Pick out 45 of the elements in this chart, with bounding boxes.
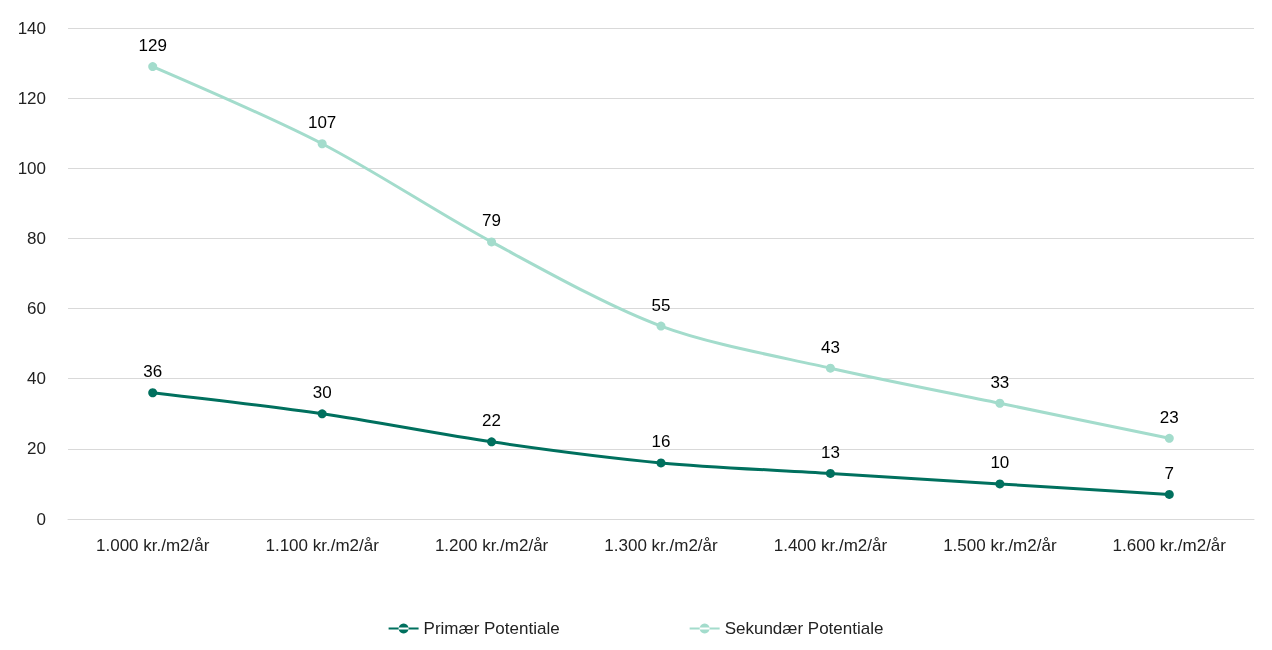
y-tick-label: 20 [27, 439, 46, 459]
x-tick-label: 1.100 kr./m2/år [265, 536, 380, 555]
legend-label: Primær Potentiale [423, 619, 560, 638]
y-tick-label: 100 [17, 158, 46, 178]
data-label: 129 [138, 36, 167, 56]
data-label: 107 [307, 113, 337, 133]
point [656, 458, 666, 468]
data-label: 30 [312, 383, 332, 403]
y-tick-label: 40 [27, 369, 46, 389]
y-tick-label: 80 [27, 228, 46, 248]
data-label: 79 [482, 211, 502, 231]
point [656, 321, 666, 331]
point [825, 363, 835, 373]
point [995, 479, 1005, 489]
data-label: 33 [990, 372, 1010, 392]
legend-label: Sekundær Potentiale [724, 619, 884, 638]
x-tick-label: 1.600 kr./m2/år [1112, 536, 1227, 555]
point [1164, 489, 1174, 499]
y-tick-label: 0 [36, 509, 46, 529]
point [317, 409, 327, 419]
x-tick-label: 1.000 kr./m2/år [96, 536, 210, 555]
point [825, 468, 835, 478]
x-tick-label: 1.400 kr./m2/år [773, 536, 888, 555]
data-label: 10 [990, 453, 1010, 473]
point [148, 388, 158, 398]
data-label: 7 [1164, 463, 1175, 483]
y-tick-label: 60 [27, 299, 46, 319]
data-label: 55 [651, 295, 671, 315]
y-tick-label: 120 [17, 88, 46, 108]
data-label: 43 [820, 337, 840, 357]
point [317, 139, 327, 149]
y-tick-label: 140 [17, 18, 46, 38]
x-tick-label: 1.500 kr./m2/år [943, 536, 1057, 555]
point [1164, 433, 1174, 443]
data-label: 36 [143, 362, 163, 382]
x-tick-label: 1.300 kr./m2/år [604, 536, 719, 555]
data-label: 22 [482, 411, 502, 431]
data-label: 23 [1159, 407, 1179, 427]
point [995, 398, 1005, 408]
point [148, 62, 158, 72]
x-tick-label: 1.200 kr./m2/år [434, 536, 549, 555]
data-label: 16 [651, 432, 671, 452]
data-label: 13 [820, 442, 840, 462]
point [487, 237, 497, 247]
point [487, 437, 497, 447]
